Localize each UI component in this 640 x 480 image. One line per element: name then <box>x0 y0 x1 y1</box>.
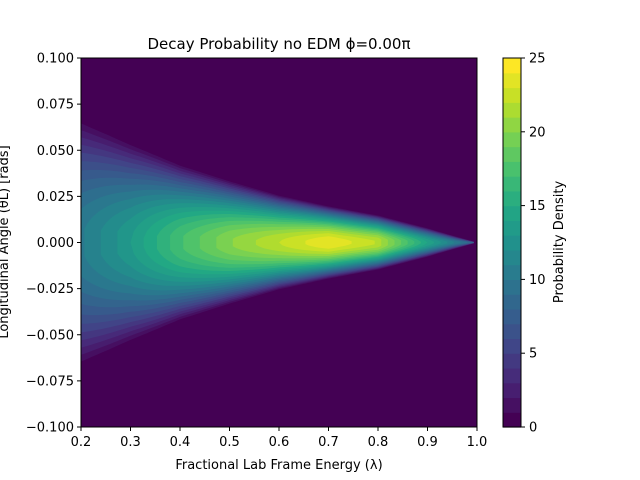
x-tick-label: 1.0 <box>467 435 488 450</box>
colorbar-band <box>503 161 521 177</box>
colorbar-band <box>503 87 521 103</box>
y-tick-label: −0.025 <box>26 282 74 297</box>
y-tick-label: 0.075 <box>37 98 74 113</box>
y-tick-label: −0.100 <box>26 421 74 436</box>
colorbar-band <box>503 264 521 280</box>
colorbar-band <box>503 397 521 413</box>
x-axis-label: Fractional Lab Frame Energy (λ) <box>175 458 382 473</box>
colorbar-band <box>503 220 521 236</box>
contour-band <box>305 236 352 249</box>
colorbar-band <box>503 146 521 162</box>
colorbar-band <box>503 176 521 192</box>
colorbar-band <box>503 353 521 369</box>
colorbar: 0 5 10 15 20 25 Probability Density <box>502 52 567 436</box>
y-tick-label: 0.100 <box>37 52 74 67</box>
colorbar-frame <box>502 57 522 428</box>
y-tick-label: −0.050 <box>26 328 74 343</box>
x-tick-label: 0.8 <box>368 435 389 450</box>
y-axis-label: Longitudinal Angle (θL) [rads] <box>0 145 12 338</box>
colorbar-tick-label: 15 <box>529 199 546 214</box>
y-tick-label: 0.050 <box>37 144 74 159</box>
y-tick-label: 0.000 <box>37 236 74 251</box>
colorbar-bands <box>503 58 521 428</box>
colorbar-band <box>503 382 521 399</box>
colorbar-band <box>503 117 521 133</box>
colorbar-band <box>503 294 521 310</box>
contour-layer <box>81 123 474 362</box>
y-tick-label: 0.025 <box>37 190 74 205</box>
colorbar-band <box>503 308 521 325</box>
colorbar-band <box>503 412 521 428</box>
x-tick-label: 0.7 <box>318 435 339 450</box>
x-axis: 0.2 0.3 0.4 0.5 0.6 0.7 0.8 0.9 1.0 <box>71 427 488 450</box>
colorbar-ticks: 0 5 10 15 20 25 <box>521 52 546 436</box>
chart-title: Decay Probability no EDM ϕ=0.00π <box>147 35 410 53</box>
x-tick-label: 0.4 <box>170 435 191 450</box>
colorbar-tick-label: 25 <box>529 52 546 67</box>
colorbar-band <box>503 338 521 354</box>
colorbar-band <box>503 235 521 251</box>
y-axis: −0.100 −0.075 −0.050 −0.025 0.000 0.025 0.050 0… <box>26 52 81 436</box>
plot-area <box>80 57 478 428</box>
colorbar-band <box>503 131 521 148</box>
x-tick-label: 0.6 <box>269 435 290 450</box>
colorbar-tick-label: 10 <box>529 273 546 288</box>
x-tick-label: 0.2 <box>71 435 92 450</box>
x-tick-label: 0.5 <box>219 435 240 450</box>
x-tick-label: 0.9 <box>417 435 438 450</box>
y-tick-label: −0.075 <box>26 374 74 389</box>
colorbar-tick-label: 5 <box>529 347 537 362</box>
colorbar-tick-label: 20 <box>529 125 546 140</box>
colorbar-band <box>503 190 521 207</box>
colorbar-band <box>503 58 521 74</box>
x-tick-label: 0.3 <box>120 435 141 450</box>
colorbar-band <box>503 205 521 221</box>
colorbar-band <box>503 367 521 384</box>
colorbar-band <box>503 323 521 340</box>
colorbar-band <box>503 249 521 266</box>
colorbar-band <box>503 72 521 89</box>
colorbar-band <box>503 279 521 295</box>
colorbar-tick-label: 0 <box>529 421 537 436</box>
colorbar-band <box>503 102 521 118</box>
colorbar-label: Probability Density <box>552 181 567 304</box>
